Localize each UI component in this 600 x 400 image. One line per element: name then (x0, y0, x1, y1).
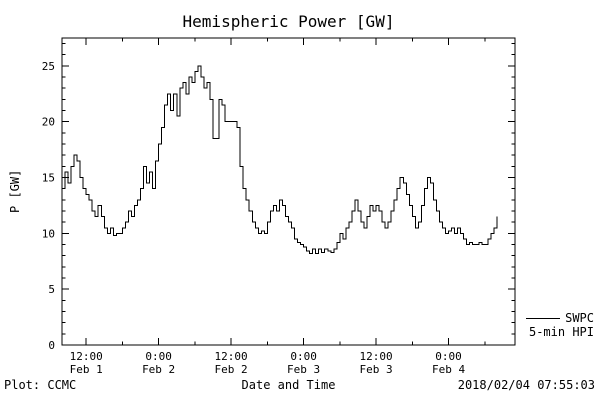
x-tick-date-label: Feb 3 (287, 363, 320, 376)
y-tick-label: 15 (42, 172, 55, 185)
legend: SWPC 5-min HPI (526, 311, 594, 339)
y-tick-label: 25 (42, 60, 55, 73)
x-tick-time-label: 0:00 (435, 350, 462, 363)
x-tick-time-label: 12:00 (70, 350, 103, 363)
chart-line (62, 65, 498, 254)
x-axis-label: Date and Time (241, 378, 336, 392)
plot-border (61, 37, 516, 346)
y-tick-label: 0 (48, 339, 55, 352)
x-tick-time-label: 12:00 (215, 350, 248, 363)
y-tick-label: 5 (48, 283, 55, 296)
chart-title: Hemispheric Power [GW] (182, 12, 395, 31)
y-tick-label: 20 (42, 116, 55, 129)
x-tick-date-label: Feb 3 (360, 363, 393, 376)
legend-series-label: 5-min HPI (528, 325, 594, 339)
y-tick-label: 10 (42, 227, 55, 240)
timestamp: 2018/02/04 07:55:03 (457, 378, 595, 392)
legend-source-label: SWPC (565, 311, 594, 325)
x-tick-time-label: 12:00 (360, 350, 393, 363)
plot-credit: Plot: CCMC (4, 378, 77, 392)
legend-line-sample (526, 317, 561, 319)
x-tick-date-label: Feb 2 (142, 363, 175, 376)
legend-row: SWPC (526, 311, 594, 325)
x-tick-time-label: 0:00 (145, 350, 172, 363)
x-tick-date-label: Feb 1 (70, 363, 103, 376)
x-tick-date-label: Feb 2 (215, 363, 248, 376)
x-tick-time-label: 0:00 (290, 350, 317, 363)
x-tick-date-label: Feb 4 (432, 363, 465, 376)
